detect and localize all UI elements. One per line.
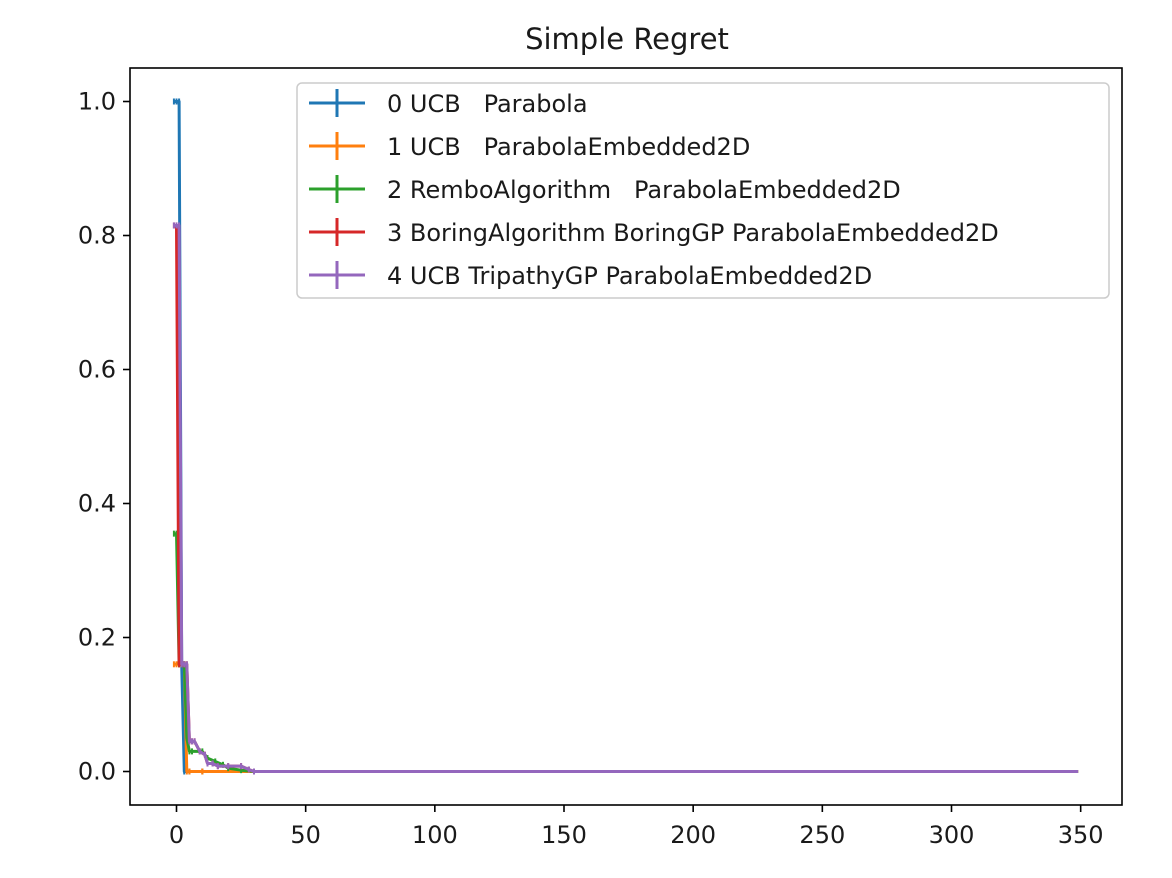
plot-lines: [172, 98, 1079, 775]
series-line-2: [173, 532, 1079, 773]
plot-frame: [129, 67, 1123, 806]
legend-label: 3 BoringAlgorithm BoringGP ParabolaEmbed…: [387, 219, 999, 247]
legend-item: 3 BoringAlgorithm BoringGP ParabolaEmbed…: [309, 218, 999, 247]
legend-item: 2 RemboAlgorithm ParabolaEmbedded2D: [309, 175, 901, 204]
series-line-4: [173, 224, 1079, 773]
x-axis: 0 50 100 150 200 250 300 350: [169, 805, 1104, 849]
legend-label: 1 UCB ParabolaEmbedded2D: [387, 133, 750, 161]
y-tick-label: 1.0: [78, 88, 116, 116]
legend-box: [296, 82, 1110, 299]
legend-label: 4 UCB TripathyGP ParabolaEmbedded2D: [387, 262, 872, 290]
legend-item: 4 UCB TripathyGP ParabolaEmbedded2D: [309, 261, 872, 290]
x-tick-label: 200: [670, 821, 716, 849]
x-tick-label: 350: [1058, 821, 1104, 849]
y-tick-label: 0.8: [78, 222, 116, 250]
legend-item: 0 UCB Parabola: [309, 89, 588, 118]
legend-item: 1 UCB ParabolaEmbedded2D: [309, 132, 750, 161]
y-axis: 0.0 0.2 0.4 0.6 0.8 1.0: [78, 88, 130, 786]
x-tick-label: 250: [799, 821, 845, 849]
legend-label: 2 RemboAlgorithm ParabolaEmbedded2D: [387, 176, 901, 204]
x-tick-label: 150: [541, 821, 587, 849]
y-tick-label: 0.2: [78, 624, 116, 652]
y-tick-label: 0.4: [78, 490, 116, 518]
series-line-1: [173, 662, 1079, 773]
x-tick-label: 50: [290, 821, 321, 849]
series-line-3: [173, 224, 1079, 773]
x-tick-label: 100: [412, 821, 458, 849]
chart-title: Simple Regret: [525, 22, 729, 56]
legend-label: 0 UCB Parabola: [387, 90, 588, 118]
y-tick-label: 0.6: [78, 356, 116, 384]
y-tick-label: 0.0: [78, 758, 116, 786]
legend: 0 UCB Parabola 1 UCB ParabolaEmbedded2D 2 …: [296, 82, 1110, 299]
x-tick-label: 300: [929, 821, 975, 849]
x-tick-label: 0: [169, 821, 184, 849]
